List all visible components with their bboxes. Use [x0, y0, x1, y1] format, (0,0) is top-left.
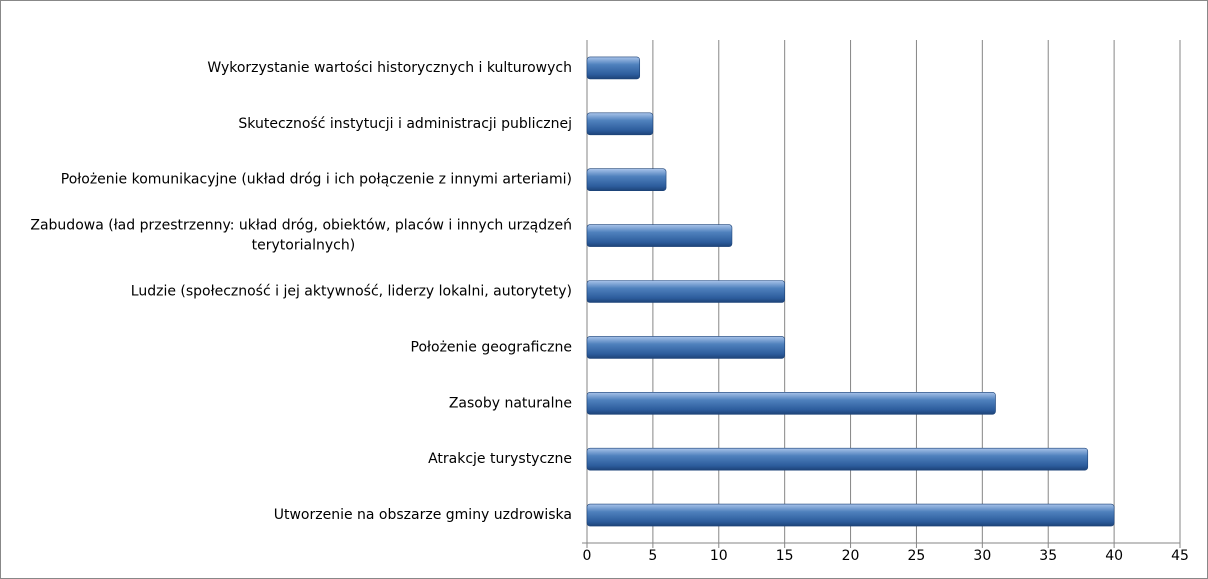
y-tick-label: Ludzie (społeczność i jej aktywność, lid…: [131, 284, 572, 300]
x-tick-label: 15: [776, 548, 794, 564]
y-tick-label: Zasoby naturalne: [449, 395, 572, 411]
bar: [586, 391, 996, 415]
x-tick-label: 35: [1039, 548, 1057, 564]
bar: [586, 112, 654, 136]
x-tick-label: 20: [842, 548, 860, 564]
y-tick-label: Utworzenie na obszarze gminy uzdrowiska: [274, 507, 572, 523]
x-tick-label: 45: [1171, 548, 1189, 564]
bar: [586, 56, 641, 80]
y-tick-label: Położenie geograficzne: [411, 339, 572, 355]
bar: [586, 447, 1089, 471]
x-tick-label: 25: [908, 548, 926, 564]
x-tick-label: 5: [648, 548, 657, 564]
x-tick-label: 40: [1105, 548, 1123, 564]
bar: [586, 168, 667, 192]
y-tick-label: Skuteczność instytucji i administracji p…: [238, 116, 572, 132]
y-tick-label: Atrakcje turystyczne: [428, 451, 572, 467]
x-tick-label: 0: [583, 548, 592, 564]
y-tick-label: Wykorzystanie wartości historycznych i k…: [207, 60, 572, 76]
bar: [586, 503, 1115, 527]
bar: [586, 224, 733, 247]
bar: [586, 280, 785, 303]
x-tick-label: 30: [973, 548, 991, 564]
y-tick-label: Położenie komunikacyjne (układ dróg i ic…: [61, 172, 572, 188]
bar: [586, 336, 785, 359]
x-tick-label: 10: [710, 548, 728, 564]
y-tick-label: Zabudowa (ład przestrzenny: układ dróg, …: [30, 218, 572, 254]
